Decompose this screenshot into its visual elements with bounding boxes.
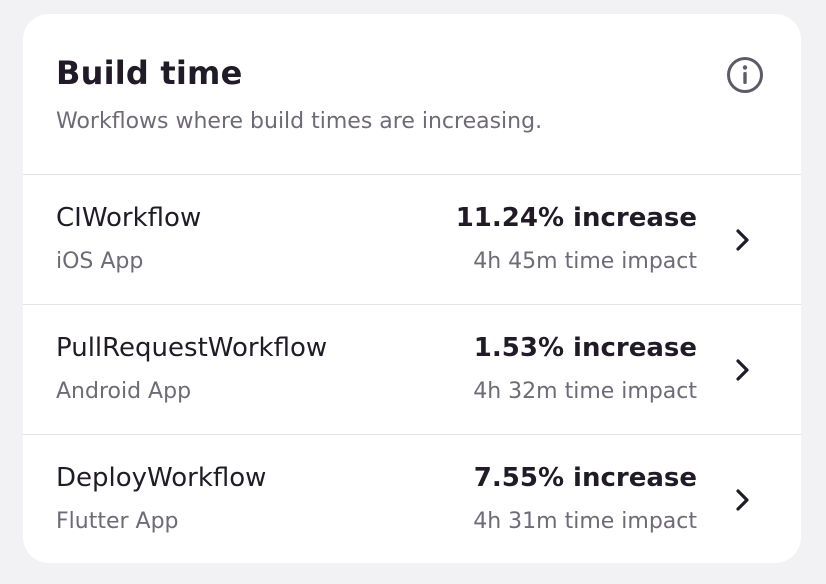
workflow-time-impact: 4h 45m time impact (473, 249, 697, 274)
card-title: Build time (56, 54, 243, 92)
workflow-row-ciworkflow[interactable]: CIWorkflow iOS App 11.24% increase 4h 45… (23, 175, 801, 305)
card-subtitle: Workflows where build times are increasi… (56, 109, 543, 134)
workflow-increase: 11.24% increase (455, 203, 697, 233)
workflow-increase: 1.53% increase (473, 333, 697, 363)
workflow-time-impact: 4h 31m time impact (473, 509, 697, 534)
workflow-name: CIWorkflow (56, 203, 202, 233)
workflow-name: PullRequestWorkflow (56, 333, 328, 363)
chevron-right-icon[interactable] (734, 357, 752, 383)
chevron-right-icon[interactable] (734, 487, 752, 513)
info-icon[interactable] (726, 56, 764, 94)
card-header: Build time Workflows where build times a… (23, 14, 801, 175)
workflow-row-pullrequestworkflow[interactable]: PullRequestWorkflow Android App 1.53% in… (23, 305, 801, 435)
workflow-app: Android App (56, 379, 192, 404)
workflow-time-impact: 4h 32m time impact (473, 379, 697, 404)
workflow-app: iOS App (56, 249, 144, 274)
build-time-card: Build time Workflows where build times a… (23, 14, 801, 563)
workflow-row-deployworkflow[interactable]: DeployWorkflow Flutter App 7.55% increas… (23, 435, 801, 563)
workflow-app: Flutter App (56, 509, 179, 534)
chevron-right-icon[interactable] (734, 227, 752, 253)
workflow-increase: 7.55% increase (473, 463, 697, 493)
workflow-name: DeployWorkflow (56, 463, 267, 493)
